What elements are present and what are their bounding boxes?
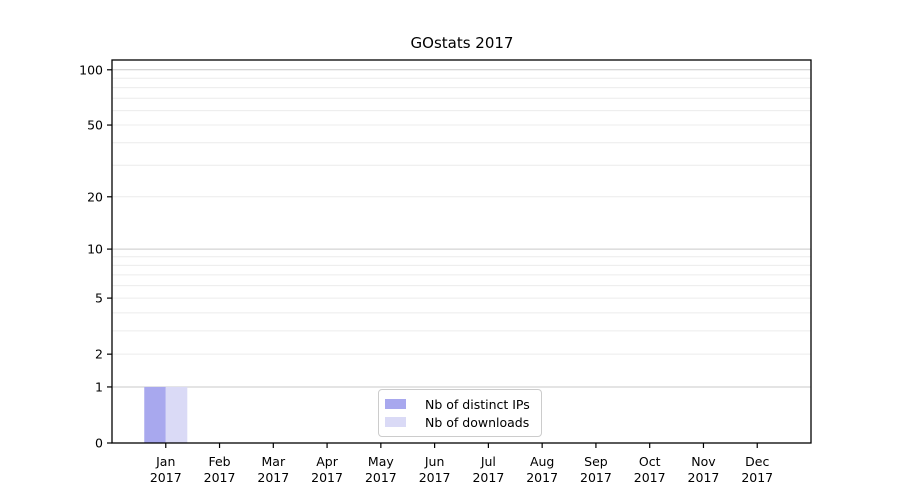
x-tick-label-month: Oct xyxy=(639,454,661,469)
legend: Nb of distinct IPs Nb of downloads xyxy=(378,389,542,437)
y-tick-label: 1 xyxy=(95,379,103,394)
axes-frame xyxy=(111,59,812,444)
x-tick-label-month: Apr xyxy=(316,454,338,469)
legend-label-distinct-ips: Nb of distinct IPs xyxy=(425,396,530,412)
y-tick-label: 2 xyxy=(95,347,103,362)
x-tick-label-month: Dec xyxy=(745,454,769,469)
x-tick-label-year: 2017 xyxy=(311,470,343,485)
x-tick-label-month: Feb xyxy=(208,454,230,469)
y-tick-label: 100 xyxy=(79,62,103,77)
x-tick-label-month: Jan xyxy=(155,454,175,469)
x-tick-label-month: Sep xyxy=(584,454,608,469)
bar-nb-of-downloads-jan xyxy=(165,386,188,443)
x-tick-label-year: 2017 xyxy=(526,470,558,485)
x-tick-label-year: 2017 xyxy=(580,470,612,485)
legend-item-downloads: Nb of downloads xyxy=(385,415,534,430)
legend-swatch-downloads xyxy=(385,417,406,427)
x-tick-label-month: Jul xyxy=(480,454,496,469)
x-tick-label-year: 2017 xyxy=(419,470,451,485)
legend-label-downloads: Nb of downloads xyxy=(425,414,530,430)
y-tick-label: 10 xyxy=(87,242,103,257)
y-tick-label: 50 xyxy=(87,118,103,133)
x-tick-label-year: 2017 xyxy=(472,470,504,485)
legend-swatch-distinct-ips xyxy=(385,399,406,409)
x-tick-label-month: Aug xyxy=(530,454,554,469)
legend-item-distinct-ips: Nb of distinct IPs xyxy=(385,397,534,412)
x-tick-label-year: 2017 xyxy=(257,470,289,485)
x-tick-label-year: 2017 xyxy=(688,470,720,485)
x-tick-label-year: 2017 xyxy=(634,470,666,485)
y-tick-label: 5 xyxy=(95,291,103,306)
y-tick-label: 20 xyxy=(87,189,103,204)
x-tick-label-month: Nov xyxy=(691,454,716,469)
x-tick-label-year: 2017 xyxy=(741,470,773,485)
x-tick-label-year: 2017 xyxy=(150,470,182,485)
x-tick-label-month: Mar xyxy=(262,454,286,469)
x-tick-label-month: Jun xyxy=(424,454,445,469)
x-tick-label-year: 2017 xyxy=(204,470,236,485)
y-tick-label: 0 xyxy=(95,436,103,451)
x-tick-label-month: May xyxy=(368,454,394,469)
bar-nb-of-distinct-ips-jan xyxy=(144,386,166,443)
x-tick-label-year: 2017 xyxy=(365,470,397,485)
chart-title: GOstats 2017 xyxy=(410,34,514,52)
